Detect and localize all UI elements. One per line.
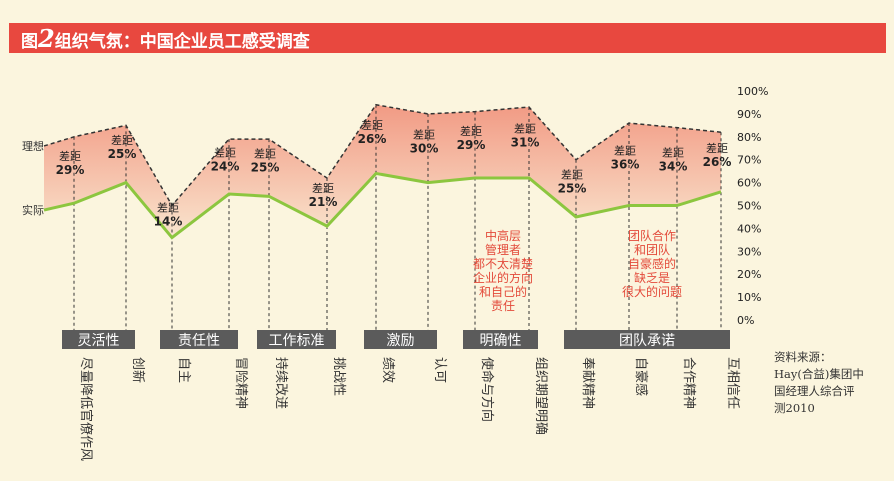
y-tick-label: 30% bbox=[737, 245, 761, 258]
y-tick-label: 70% bbox=[737, 154, 761, 167]
gap-value: 31% bbox=[511, 136, 540, 150]
category-label: 绩效 bbox=[380, 357, 395, 383]
group-label: 团队承诺 bbox=[619, 333, 675, 349]
category-label: 互相信任 bbox=[725, 357, 740, 409]
ideal-line bbox=[43, 103, 722, 207]
annotation-text: 中高层 bbox=[485, 228, 521, 243]
group-label: 灵活性 bbox=[78, 333, 120, 349]
source-line: 国经理人综合评 bbox=[774, 384, 855, 398]
ideal-label: 理想 bbox=[22, 139, 44, 153]
chart-title: 图2组织气氛：中国企业员工感受调查 bbox=[21, 24, 310, 53]
category-label: 挑战性 bbox=[331, 357, 346, 396]
gap-word: 差距 bbox=[706, 141, 728, 155]
gap-word: 差距 bbox=[254, 147, 276, 161]
gap-value: 25% bbox=[558, 181, 587, 195]
gap-value: 34% bbox=[659, 160, 688, 174]
gap-word: 差距 bbox=[312, 181, 334, 195]
gap-value: 29% bbox=[457, 138, 486, 152]
annotation-text: 团队合作 bbox=[628, 228, 676, 243]
category-label: 创新 bbox=[130, 357, 146, 383]
source-note: 资料来源： Hay(合益)集团中 国经理人综合评 测2010 bbox=[774, 349, 892, 417]
y-tick-label: 50% bbox=[737, 200, 761, 213]
y-tick-label: 90% bbox=[737, 108, 761, 121]
source-line: Hay(合益)集团中 bbox=[774, 367, 864, 381]
category-label: 认可 bbox=[432, 357, 447, 383]
gap-value: 30% bbox=[410, 141, 439, 155]
gap-value: 29% bbox=[56, 163, 85, 177]
category-label: 尽量降低官僚作风 bbox=[78, 357, 94, 461]
category-label: 自主 bbox=[176, 357, 191, 383]
annotation-text: 缺乏是 bbox=[634, 270, 670, 285]
gap-value: 26% bbox=[703, 155, 732, 169]
group-label: 明确性 bbox=[480, 333, 522, 349]
group-box bbox=[564, 330, 730, 349]
actual-label: 实际 bbox=[22, 203, 44, 217]
gap-word: 差距 bbox=[460, 124, 482, 138]
category-label: 奉献精神 bbox=[580, 357, 595, 409]
group-label: 工作标准 bbox=[269, 333, 325, 349]
gap-word: 差距 bbox=[157, 201, 179, 215]
group-label: 责任性 bbox=[178, 333, 220, 349]
group-label: 激励 bbox=[387, 332, 415, 349]
annotation-text: 很大的问题 bbox=[622, 284, 682, 299]
group-box bbox=[257, 330, 336, 349]
source-line: 资料来源： bbox=[774, 350, 832, 364]
gap-value: 36% bbox=[611, 157, 640, 171]
group-box bbox=[364, 330, 437, 349]
y-tick-label: 20% bbox=[737, 268, 761, 281]
y-tick-label: 60% bbox=[737, 177, 761, 190]
title-banner: 图2组织气氛：中国企业员工感受调查 bbox=[9, 23, 886, 53]
category-label: 自豪感 bbox=[633, 357, 649, 396]
y-tick-label: 40% bbox=[737, 222, 761, 235]
actual-line bbox=[43, 171, 722, 240]
category-label: 组织期望明确 bbox=[533, 357, 549, 435]
gap-value: 21% bbox=[309, 195, 338, 209]
annotation-text: 自豪感的 bbox=[628, 256, 676, 271]
gap-word: 差距 bbox=[514, 122, 536, 136]
source-line: 测2010 bbox=[774, 401, 815, 415]
category-label: 持续改进 bbox=[273, 357, 288, 409]
gap-value: 25% bbox=[108, 147, 137, 161]
gap-word: 差距 bbox=[111, 133, 133, 147]
group-box bbox=[62, 330, 135, 349]
gap-word: 差距 bbox=[561, 167, 583, 181]
category-label: 使命与方向 bbox=[479, 357, 495, 422]
gap-word: 差距 bbox=[614, 143, 636, 157]
gap-word: 差距 bbox=[413, 127, 435, 141]
gap-value: 14% bbox=[154, 215, 183, 229]
y-tick-label: 10% bbox=[737, 291, 761, 304]
annotation-text: 都不太清楚 bbox=[473, 256, 533, 271]
annotation-text: 和团队 bbox=[634, 242, 670, 257]
category-label: 冒险精神 bbox=[233, 357, 248, 409]
gap-word: 差距 bbox=[361, 118, 383, 132]
category-label: 合作精神 bbox=[681, 357, 696, 409]
y-tick-label: 0% bbox=[737, 314, 754, 327]
gap-word: 差距 bbox=[662, 146, 684, 160]
y-tick-label: 80% bbox=[737, 131, 761, 144]
y-tick-label: 100% bbox=[737, 85, 768, 98]
gap-word: 差距 bbox=[59, 149, 81, 163]
group-box bbox=[463, 330, 538, 349]
annotation-text: 责任 bbox=[491, 299, 515, 313]
gap-value: 24% bbox=[211, 160, 240, 174]
gap-word: 差距 bbox=[214, 146, 236, 160]
annotation-text: 和自己的 bbox=[479, 284, 527, 299]
group-box bbox=[160, 330, 238, 349]
gap-value: 25% bbox=[251, 161, 280, 175]
annotation-text: 管理者 bbox=[485, 242, 521, 257]
gap-value: 26% bbox=[358, 132, 387, 146]
annotation-text: 企业的方向 bbox=[473, 270, 533, 285]
